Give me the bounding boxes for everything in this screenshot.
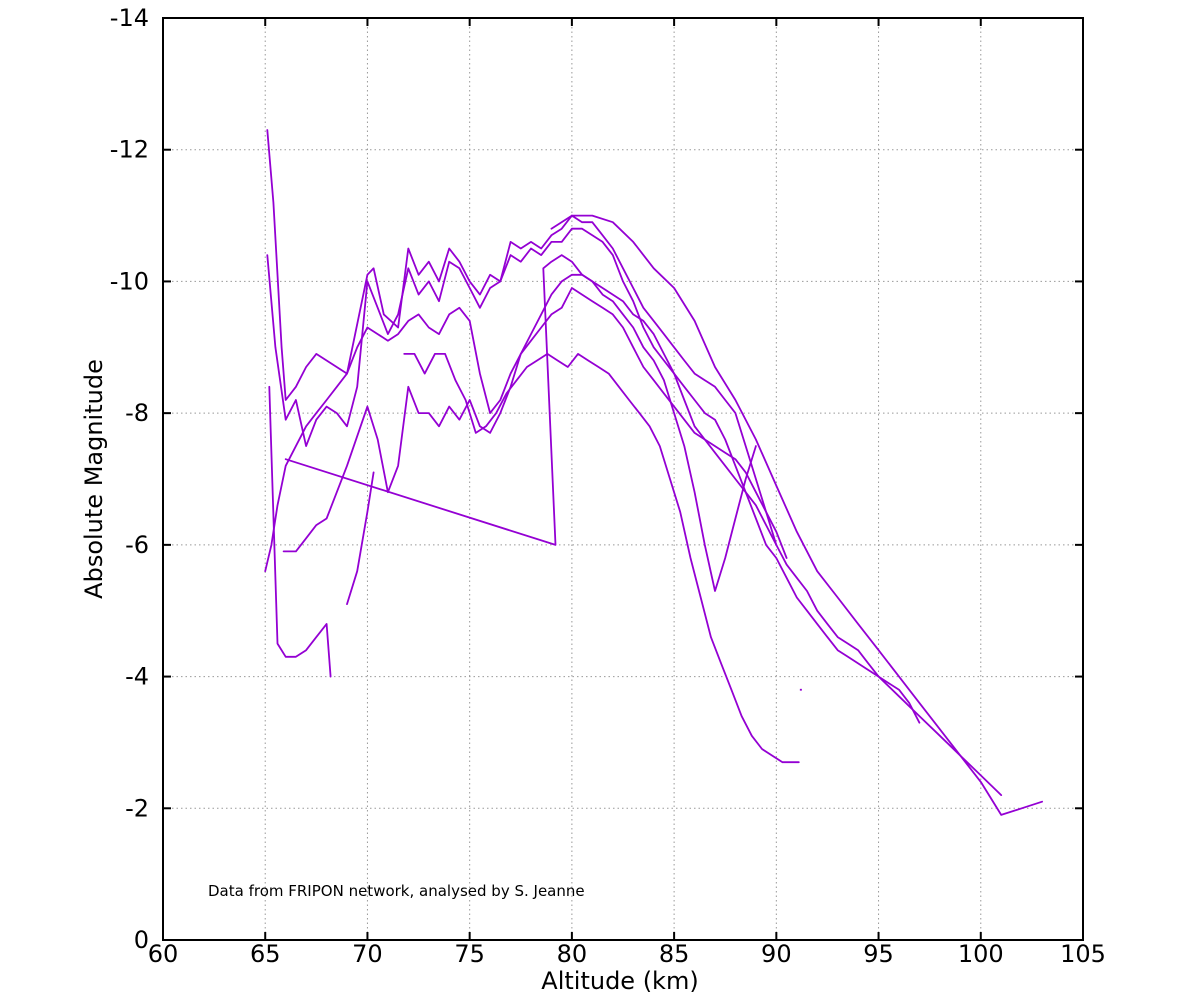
y-tick-label: 0 [134, 926, 149, 954]
x-axis-title: Altitude (km) [541, 967, 698, 995]
x-tick-label: 70 [352, 940, 383, 968]
y-tick-label: -2 [125, 794, 149, 822]
series-8-line [403, 352, 800, 764]
y-tick-label: -10 [110, 267, 149, 295]
x-tick-label: 95 [863, 940, 894, 968]
series-9-line [550, 214, 1043, 816]
x-tick-label: 65 [250, 940, 281, 968]
y-tick-label: -8 [125, 399, 149, 427]
series-2-line [266, 227, 921, 724]
series-7-line [284, 254, 757, 592]
x-tick-label: 105 [1060, 940, 1106, 968]
y-tick-label: -12 [110, 136, 149, 164]
y-tick-label: -4 [125, 663, 149, 691]
y-tick-label: -14 [110, 4, 149, 32]
series-group [264, 129, 1043, 816]
grid [163, 18, 1083, 940]
series-3-line [264, 273, 1003, 796]
series-6-line [346, 471, 375, 605]
y-axis-title: Absolute Magnitude [80, 359, 108, 599]
series-5-line [268, 385, 332, 678]
y-tick-label: -6 [125, 531, 149, 559]
x-tick-label: 100 [958, 940, 1004, 968]
x-tick-label: 90 [761, 940, 792, 968]
x-tick-label: 75 [454, 940, 485, 968]
source-annotation: Data from FRIPON network, analysed by S.… [208, 882, 585, 900]
series-4-line [282, 287, 788, 559]
series-1-line [266, 129, 778, 546]
tick-labels: 60 65 70 75 80 85 90 95 100 105 0 -2 -4 -6 -8 -10 -12 -14 [110, 4, 1106, 968]
x-tick-label: 85 [659, 940, 690, 968]
plot-frame [162, 17, 1084, 941]
x-tick-label: 80 [557, 940, 588, 968]
ticks [162, 17, 1084, 941]
x-tick-label: 60 [148, 940, 179, 968]
